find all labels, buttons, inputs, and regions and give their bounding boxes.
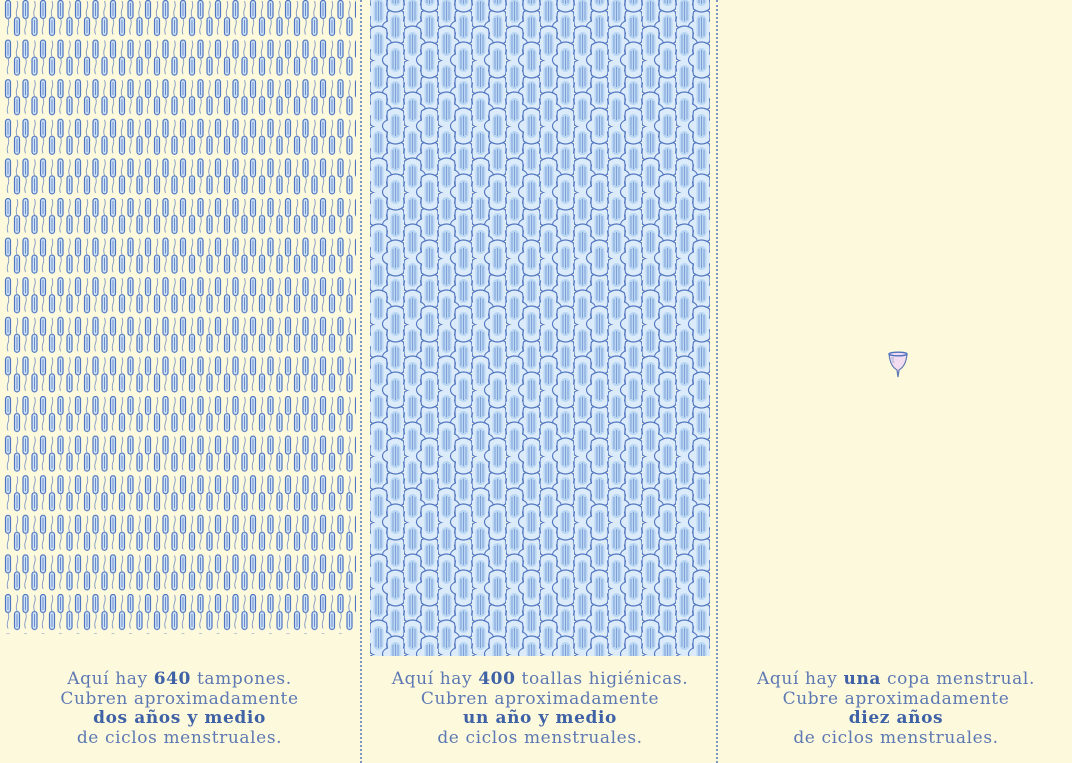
caption-line: de ciclos menstruales. [793, 727, 999, 748]
duration: dos años y medio [93, 708, 266, 728]
duration: diez años [848, 708, 944, 728]
caption-line: Cubre aproximadamente [782, 688, 1010, 709]
caption-line: de ciclos menstruales. [437, 727, 643, 748]
count: 400 [478, 669, 516, 689]
caption-text: Aquí hay [67, 669, 154, 689]
caption-text: tampones. [191, 669, 292, 689]
tampons-caption: Aquí hay 640 tampones. Cubren aproximada… [0, 669, 359, 748]
panel-pads: Aquí hay 400 toallas higiénicas. Cubren … [360, 0, 718, 763]
menstrual-cup-icon [888, 351, 908, 378]
panel-cup: Aquí hay una copa menstrual. Cubre aprox… [716, 0, 1072, 763]
panel-tampons: Aquí hay 640 tampones. Cubren aproximada… [0, 0, 359, 763]
caption-line: Cubren aproximadamente [420, 688, 660, 709]
caption-line: de ciclos menstruales. [76, 727, 283, 748]
count: 640 [153, 669, 191, 689]
caption-text: copa menstrual. [881, 669, 1035, 689]
duration: un año y medio [463, 708, 617, 728]
tampons-grid [4, 0, 356, 634]
pads-grid [370, 0, 710, 656]
pads-caption: Aquí hay 400 toallas higiénicas. Cubren … [362, 669, 718, 748]
count: una [843, 669, 882, 689]
cup-caption: Aquí hay una copa menstrual. Cubre aprox… [718, 669, 1072, 748]
caption-text: Aquí hay [757, 669, 844, 689]
caption-text: Aquí hay [391, 669, 479, 689]
caption-text: toallas higiénicas. [515, 669, 689, 689]
caption-line: Cubren aproximadamente [60, 688, 299, 709]
